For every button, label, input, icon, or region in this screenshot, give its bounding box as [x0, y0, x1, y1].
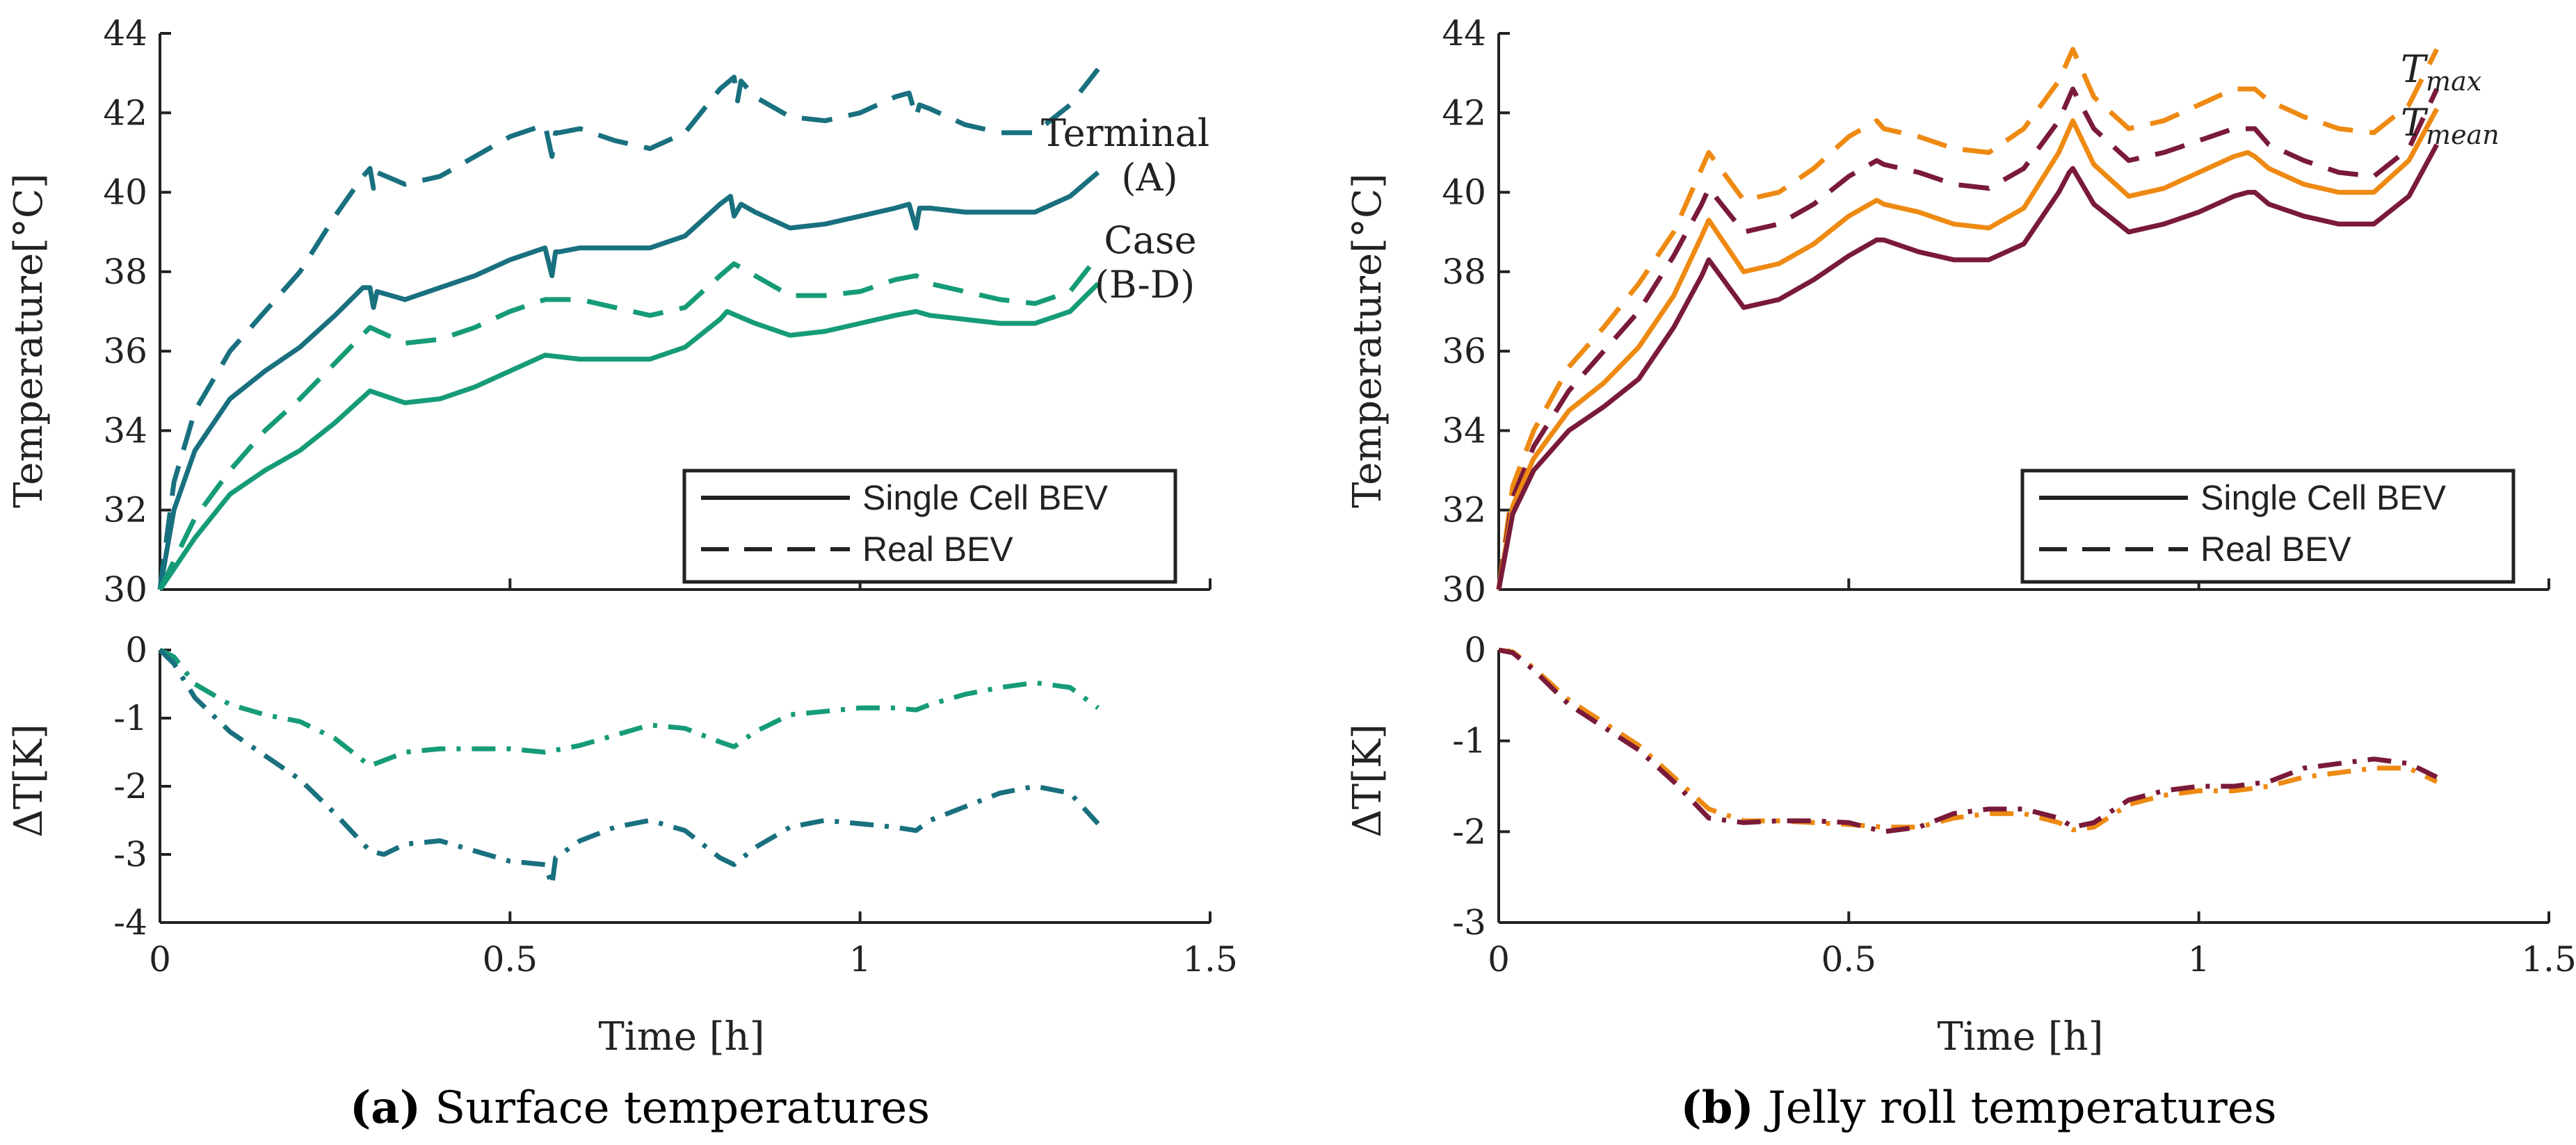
- panel-a-bottom-ytick-label: -4: [113, 902, 147, 943]
- panel-b-bottom-series-tmax-dashdot: [1498, 647, 2438, 833]
- panel-a-top-ytick-label: 32: [103, 490, 147, 530]
- panel-b-top-ytick-label: 32: [1442, 490, 1486, 530]
- panel-a-top-ytick-label: 44: [103, 13, 147, 54]
- panel-b-top-ytick-label: 44: [1442, 13, 1486, 54]
- panel-a-top-series-terminal-dashed: [157, 67, 1100, 590]
- panel-a-top-series-case-dashed: [157, 254, 1100, 591]
- panel-b-legend-solid-label: Single Cell BEV: [2200, 478, 2447, 517]
- panel-b-top-axes: 30 32 34 36 38 40 42 44: [1442, 13, 2550, 610]
- panel-b: 30 32 34 36 38 40 42 44 -3 -2 -1 0 0 0.5 1 1.5 Tempera…: [1345, 13, 2576, 1134]
- panel-b-top-ylabel: Temperature[°C]: [1345, 173, 1390, 507]
- panel-b-top-series-tmax-dashed: [1496, 47, 2440, 590]
- panel-a-top-ytick-label: 30: [103, 569, 147, 610]
- panel-b-annotation-tmax-main: T: [2401, 47, 2429, 91]
- panel-b-top-ytick-label: 30: [1442, 569, 1486, 610]
- panel-a-caption: (a) Surface temperatures: [350, 1082, 930, 1134]
- panel-b-top-ytick-label: 40: [1442, 172, 1486, 213]
- panel-b-bottom-xtick-label: 0: [1488, 939, 1510, 980]
- panel-a-annotation-case-line1: Case: [1104, 218, 1196, 262]
- panel-b-legend-box: [2020, 469, 2515, 584]
- panel-b-annotation-tmean: Tmean: [2401, 101, 2499, 150]
- panel-b-caption: (b) Jelly roll temperatures: [1680, 1082, 2276, 1134]
- panel-a-top-ylabel: Temperature[°C]: [6, 173, 51, 507]
- panel-b-legend-dashed-label: Real BEV: [2200, 530, 2351, 569]
- panel-a-bottom-xtick-label: 1.5: [1182, 939, 1238, 980]
- panel-a-top-ytick-label: 40: [103, 172, 147, 213]
- panel-a-legend-dashed-label: Real BEV: [862, 530, 1013, 569]
- panel-b-annotation-tmax-sub: max: [2426, 66, 2481, 97]
- panel-a-bottom-series-case-dashdot: [159, 647, 1100, 769]
- panel-b-top-ytick-label: 34: [1442, 410, 1486, 450]
- panel-a: 30 32 34 36 38 40 42 44 -4 -3 -2 -1 0 0 0.5 1 1.5 Tempe…: [6, 13, 1238, 1134]
- panel-a-bottom-axes: -4 -3 -2 -1 0 0 0.5 1 1.5: [113, 630, 1237, 980]
- panel-a-top-ytick-label: 34: [103, 410, 147, 450]
- panel-a-bottom-ytick-label: -2: [113, 766, 147, 806]
- panel-b-top-ytick-label: 36: [1442, 331, 1486, 371]
- panel-a-bottom-ytick-label: -3: [113, 834, 147, 875]
- panel-a-annotation-case-line2: (B-D): [1095, 263, 1195, 307]
- panel-a-bottom-ytick-label: 0: [125, 630, 147, 670]
- panel-b-bottom-series-tmean-dashdot: [1498, 647, 2438, 834]
- panel-b-bottom-xtick-label: 1: [2188, 939, 2210, 980]
- panel-a-bottom-series-terminal-dashdot: [158, 648, 1100, 888]
- panel-b-legend: Single Cell BEV Real BEV: [2020, 469, 2515, 584]
- panel-b-bottom-ytick-label: -2: [1452, 811, 1486, 852]
- panel-b-bottom-xtick-label: 0.5: [1821, 939, 1877, 980]
- panel-a-caption-text: Surface temperatures: [421, 1082, 930, 1134]
- panel-b-annotation-tmax: Tmax: [2401, 47, 2481, 97]
- panel-a-legend-box: [682, 469, 1177, 584]
- panel-a-bottom-xtick-label: 0: [149, 939, 171, 980]
- panel-a-top-series-terminal-solid: [157, 170, 1100, 590]
- panel-b-bottom-ytick-label: -1: [1452, 721, 1486, 761]
- panel-b-bottom-ylabel: ΔT[K]: [1345, 724, 1390, 837]
- panel-a-top-series-case-solid: [158, 282, 1100, 591]
- panel-a-legend-solid-label: Single Cell BEV: [862, 478, 1109, 517]
- panel-b-annotation-tmean-sub: mean: [2426, 120, 2499, 150]
- panel-b-top-series-tmean-solid: [1496, 143, 2439, 590]
- panel-a-top-ytick-label: 42: [103, 92, 147, 133]
- panel-a-legend: Single Cell BEV Real BEV: [682, 469, 1177, 584]
- panel-b-top-ytick-label: 38: [1442, 252, 1486, 292]
- panel-b-caption-letter: (b): [1680, 1082, 1753, 1134]
- panel-b-caption-text: Jelly roll temperatures: [1754, 1082, 2277, 1134]
- panel-a-xlabel: Time [h]: [598, 1014, 764, 1059]
- panel-a-caption-letter: (a): [350, 1082, 421, 1134]
- panel-a-bottom-xtick-label: 1: [849, 939, 871, 980]
- panel-a-annotation-terminal-line1: Terminal: [1041, 111, 1209, 155]
- panel-a-top-ytick-label: 36: [103, 331, 147, 371]
- panel-a-bottom-xtick-label: 0.5: [483, 939, 538, 980]
- panel-a-bottom-ylabel: ΔT[K]: [6, 724, 51, 837]
- panel-b-bottom-xtick-label: 1.5: [2521, 939, 2576, 980]
- panel-b-top-series-tmax-solid: [1496, 107, 2439, 590]
- panel-a-annotation-terminal-line2: (A): [1121, 156, 1177, 200]
- panel-b-bottom-axes: -3 -2 -1 0 0 0.5 1 1.5: [1452, 630, 2576, 980]
- panel-b-bottom-ytick-label: -3: [1452, 902, 1486, 943]
- panel-b-xlabel: Time [h]: [1937, 1014, 2103, 1059]
- panel-a-top-ytick-label: 38: [103, 252, 147, 292]
- panel-b-top-series-tmean-dashed: [1496, 86, 2440, 590]
- panel-a-top-axes: 30 32 34 36 38 40 42 44: [103, 13, 1211, 610]
- panel-b-top-ytick-label: 42: [1442, 92, 1486, 133]
- panel-b-bottom-ytick-label: 0: [1464, 630, 1486, 670]
- panel-b-annotation-tmean-main: T: [2401, 101, 2429, 145]
- panel-a-bottom-ytick-label: -1: [113, 698, 147, 738]
